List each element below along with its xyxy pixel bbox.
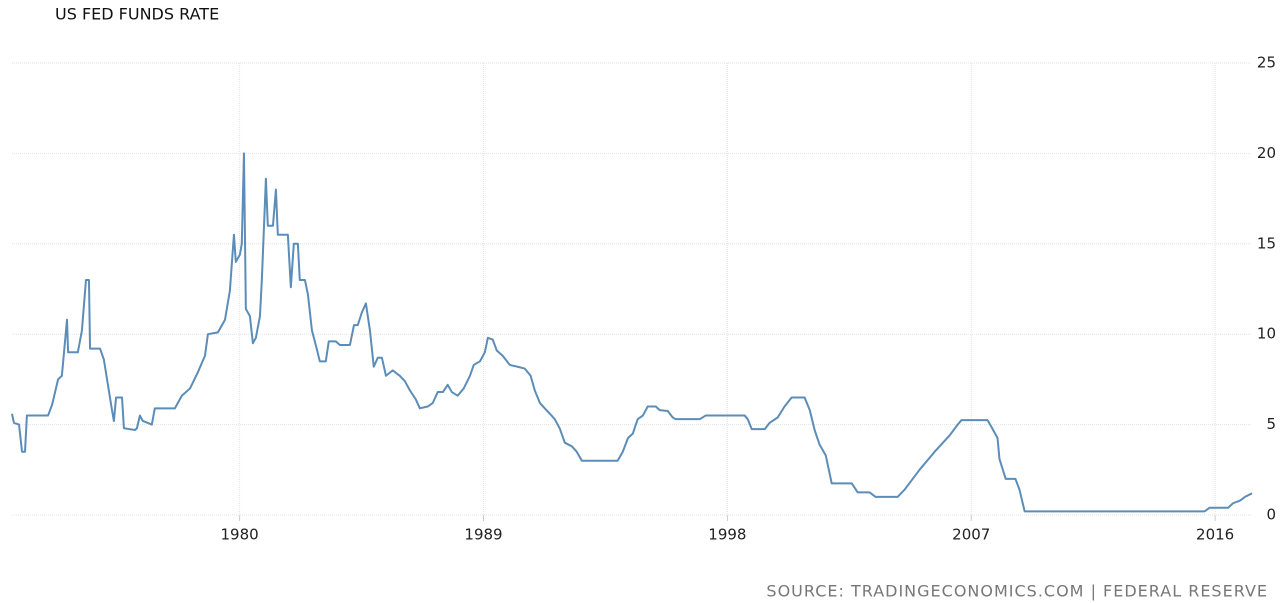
y-tick-label: 5: [1266, 415, 1276, 433]
y-tick-label: 25: [1257, 54, 1276, 72]
x-tick-label: 2007: [952, 526, 990, 544]
y-tick-label: 10: [1257, 325, 1276, 343]
source: SOURCE: TRADINGECONOMICS.COM | FEDERAL R…: [766, 582, 1268, 601]
y-tick-label: 20: [1257, 144, 1276, 162]
y-tick-label: 0: [1266, 506, 1276, 524]
data-line: [11, 152, 1253, 513]
x-tick-label: 1980: [221, 526, 259, 544]
chart-title: US FED FUNDS RATE: [55, 5, 219, 24]
y-tick-label: 15: [1257, 234, 1276, 252]
x-tick-label: 1998: [708, 526, 746, 544]
x-tick-label: 1989: [464, 526, 502, 544]
x-tick-label: 2016: [1196, 526, 1234, 544]
